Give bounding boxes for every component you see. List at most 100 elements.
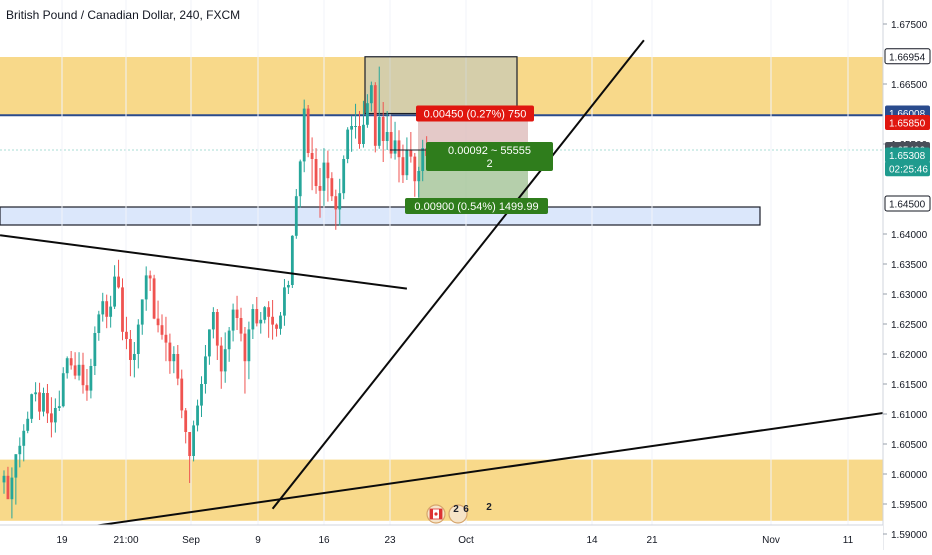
candle: [243, 327, 247, 394]
candle-body: [409, 150, 413, 157]
candle-body: [405, 150, 409, 176]
candle-body: [314, 159, 318, 186]
candle-body: [129, 339, 132, 360]
price-label-bg: [884, 48, 931, 65]
price-label[interactable]: 02:25:46: [885, 161, 930, 177]
candle-body: [109, 306, 113, 317]
candle-body: [148, 275, 152, 279]
candle: [271, 300, 274, 340]
candle-body: [275, 324, 278, 329]
price-label-text: 1.65850: [889, 119, 926, 130]
price-label-text: 1.66954: [889, 52, 926, 63]
candle: [196, 399, 199, 432]
candle-body: [73, 365, 77, 376]
price-label-text: 1.66008: [889, 109, 926, 120]
candle-body: [259, 319, 263, 324]
candle-body: [50, 413, 53, 423]
candle: [409, 132, 413, 163]
candle-body: [330, 178, 334, 197]
candle: [287, 280, 290, 294]
candle: [215, 309, 219, 360]
blue-zone[interactable]: [0, 206, 761, 226]
candle-body: [215, 312, 219, 346]
candle-body: [156, 318, 160, 326]
candle: [180, 369, 184, 419]
stop-label-bg: [416, 105, 534, 122]
price-label-text: 1.65308: [889, 151, 926, 162]
target-label: 0.00900 (0.54%) 1499.99: [405, 198, 548, 214]
candle-body: [42, 393, 45, 412]
candle-body: [38, 392, 41, 412]
candle: [129, 330, 132, 377]
price-tick-label: 1.63000: [891, 290, 928, 301]
candle: [140, 299, 144, 335]
candle-body: [310, 153, 314, 159]
candle-body: [168, 342, 172, 362]
triangle-upper[interactable]: [0, 234, 408, 290]
price-tick-label: 1.67500: [891, 20, 928, 31]
candle: [105, 294, 109, 329]
candle: [176, 345, 180, 386]
candle-body: [306, 108, 310, 153]
candle: [401, 144, 405, 183]
price-axis-bg[interactable]: [883, 0, 932, 550]
price-axis[interactable]: 1.675001.665001.655001.640001.635001.630…: [882, 0, 932, 550]
price-label-bg: [884, 195, 931, 212]
candle-body: [385, 132, 389, 141]
candle: [330, 172, 334, 201]
candle: [101, 292, 105, 322]
candle: [172, 346, 176, 374]
candle: [73, 352, 77, 380]
candle-body: [346, 129, 350, 159]
candle-body: [6, 475, 10, 500]
candle-body: [239, 318, 243, 334]
time-tick-label: 21:00: [113, 535, 138, 546]
price-label[interactable]: 1.66954: [884, 48, 931, 65]
price-label[interactable]: 1.65850: [885, 115, 930, 130]
candle: [267, 301, 271, 338]
candle: [393, 121, 397, 160]
stop-zone-box[interactable]: [364, 56, 518, 115]
candle-body: [243, 333, 247, 362]
candle-body: [369, 85, 373, 104]
candle-body: [326, 162, 330, 179]
candle: [227, 327, 231, 362]
position-tool[interactable]: [364, 56, 528, 204]
candle: [97, 310, 101, 341]
candle: [381, 102, 385, 162]
candle: [132, 342, 136, 378]
price-tick-label: 1.59500: [891, 500, 928, 511]
candle: [223, 332, 227, 383]
time-axis[interactable]: 19 21:00 Sep 9 16 23 Oct 14 21 Nov 11: [0, 524, 883, 550]
candle: [6, 466, 10, 500]
price-label[interactable]: 1.65308: [885, 147, 930, 163]
price-label[interactable]: 1.64500: [884, 195, 931, 212]
candle: [354, 103, 357, 139]
watermark-digit: 2: [453, 504, 459, 515]
candle-body: [204, 356, 207, 384]
candle-body: [2, 475, 6, 483]
candle: [38, 382, 41, 420]
candle-body: [18, 445, 22, 455]
candle: [338, 178, 342, 226]
price-label-text: 1.64500: [889, 200, 926, 211]
rising-trendline[interactable]: [271, 39, 645, 510]
candle: [239, 307, 243, 342]
candle: [136, 319, 140, 369]
long-support-line[interactable]: [0, 392, 932, 541]
candle: [263, 306, 267, 324]
candle: [65, 356, 69, 379]
time-tick-label: 23: [384, 535, 396, 546]
candle-body: [117, 276, 120, 288]
candle: [77, 352, 81, 381]
candle: [81, 352, 85, 394]
candle-body: [10, 477, 14, 500]
price-tick-label: 1.60500: [891, 440, 928, 451]
stop-label-text: 0.00450 (0.27%) 750: [424, 109, 527, 121]
time-axis-bg[interactable]: [0, 525, 883, 550]
price-tick-label: 1.62000: [891, 350, 928, 361]
candle-body: [373, 85, 377, 146]
